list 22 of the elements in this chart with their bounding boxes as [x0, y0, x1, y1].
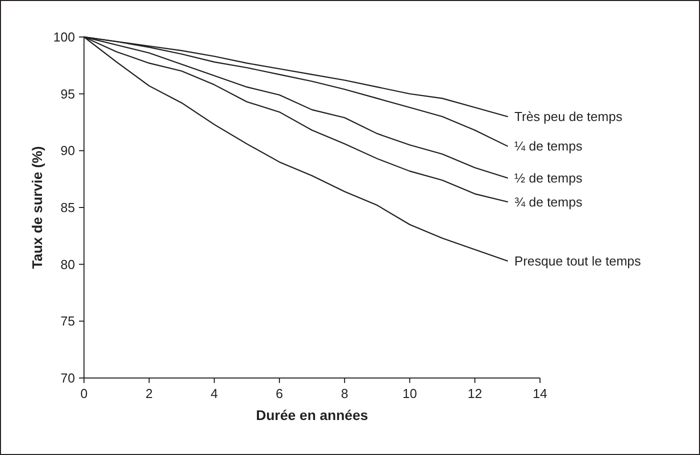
y-tick-label: 90	[60, 143, 75, 158]
y-tick-label: 100	[53, 30, 75, 45]
x-tick-label: 6	[276, 386, 284, 401]
y-tick-label: 85	[60, 200, 75, 216]
x-tick-label: 2	[146, 386, 153, 401]
x-tick-label: 12	[468, 386, 482, 401]
x-axis-title: Durée en années	[256, 407, 368, 423]
y-tick-label: 95	[60, 86, 75, 102]
x-tick-label: 10	[402, 386, 417, 401]
y-tick-label: 80	[60, 256, 75, 272]
x-tick-label: 8	[340, 386, 348, 401]
series-label: Très peu de temps	[514, 109, 623, 124]
series-label: Presque tout le temps	[514, 253, 642, 268]
series-label: ½ de temps	[514, 170, 583, 186]
series-label: ¼ de temps	[514, 138, 583, 154]
x-tick-label: 0	[80, 386, 88, 401]
y-axis-title: Taux de survie (%)	[29, 146, 45, 269]
y-tick-label: 70	[60, 370, 75, 386]
x-tick-label: 4	[210, 386, 218, 401]
y-tick-label: 75	[60, 314, 75, 329]
x-tick-label: 14	[532, 386, 548, 401]
series-label: ¾ de temps	[514, 194, 583, 210]
